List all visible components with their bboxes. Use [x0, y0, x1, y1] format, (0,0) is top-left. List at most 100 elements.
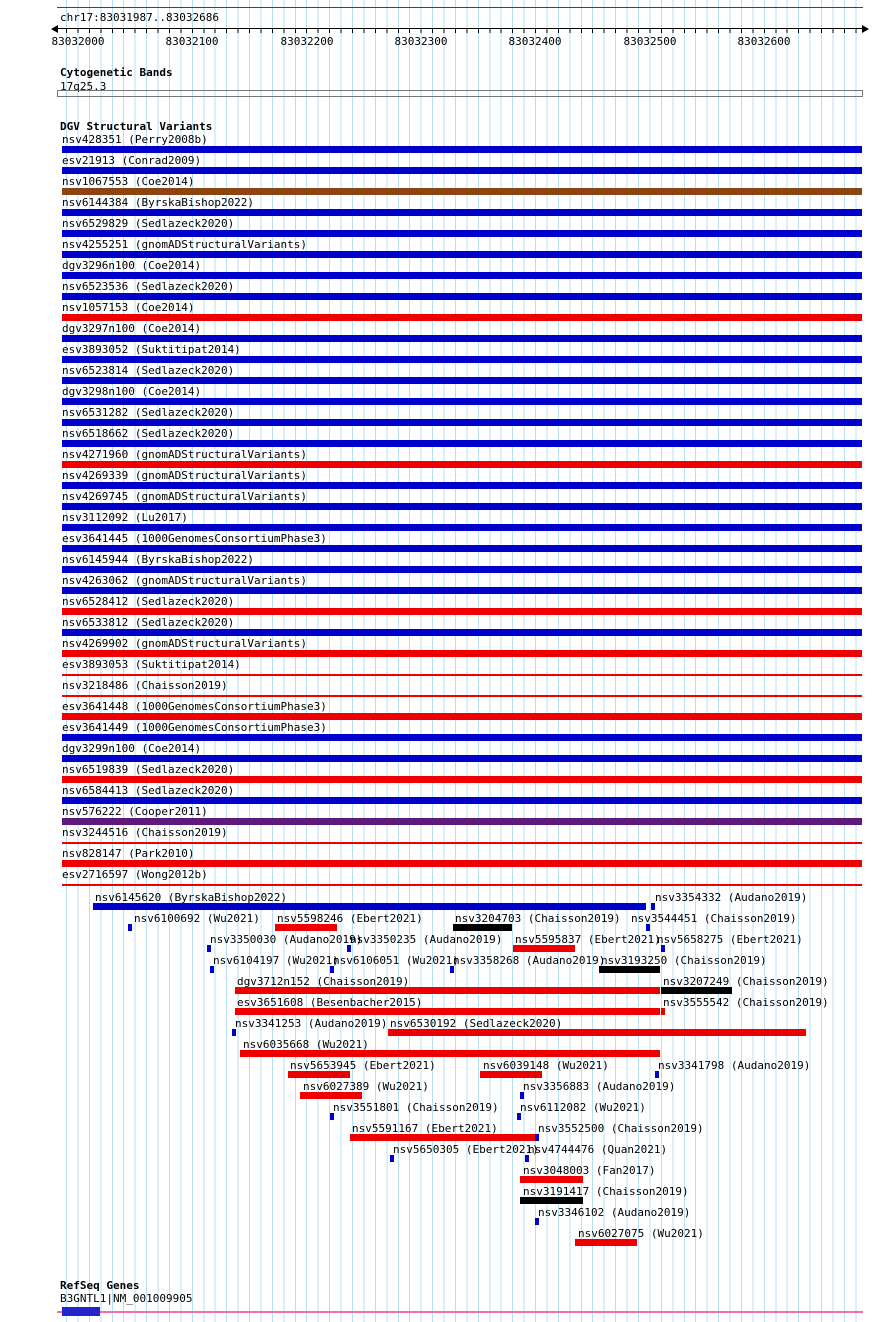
dgv-variant-label[interactable]: dgv3299n100 (Coe2014): [62, 742, 202, 755]
dgv-variant-label[interactable]: esv3641445 (1000GenomesConsortiumPhase3): [62, 532, 327, 545]
dgv-variant-label[interactable]: nsv6145620 (ByrskaBishop2022): [95, 891, 288, 904]
dgv-variant-bar[interactable]: [575, 1239, 637, 1246]
dgv-variant-label[interactable]: nsv5653945 (Ebert2021): [290, 1059, 436, 1072]
dgv-variant-label[interactable]: nsv6112082 (Wu2021): [520, 1101, 646, 1114]
dgv-variant-bar[interactable]: [62, 503, 862, 510]
dgv-variant-label[interactable]: nsv6518662 (Sedlazeck2020): [62, 427, 235, 440]
dgv-variant-bar[interactable]: [330, 966, 334, 973]
dgv-variant-label[interactable]: nsv3341798 (Audano2019): [658, 1059, 811, 1072]
dgv-variant-bar[interactable]: [347, 945, 351, 952]
dgv-variant-label[interactable]: nsv3346102 (Audano2019): [538, 1206, 691, 1219]
dgv-variant-bar[interactable]: [62, 608, 862, 615]
dgv-variant-bar[interactable]: [388, 1029, 806, 1036]
dgv-variant-bar[interactable]: [93, 903, 646, 910]
dgv-variant-label[interactable]: nsv4255251 (gnomADStructuralVariants): [62, 238, 308, 251]
dgv-variant-label[interactable]: esv3893052 (Suktitipat2014): [62, 343, 241, 356]
dgv-variant-bar[interactable]: [62, 146, 862, 153]
dgv-variant-label[interactable]: nsv3358268 (Audano2019): [453, 954, 606, 967]
dgv-variant-label[interactable]: nsv4269339 (gnomADStructuralVariants): [62, 469, 308, 482]
dgv-variant-bar[interactable]: [62, 842, 862, 844]
dgv-variant-label[interactable]: dgv3298n100 (Coe2014): [62, 385, 202, 398]
dgv-variant-bar[interactable]: [62, 272, 862, 279]
dgv-variant-bar[interactable]: [62, 398, 862, 405]
dgv-variant-label[interactable]: esv3651608 (Besenbacher2015): [237, 996, 423, 1009]
dgv-variant-bar[interactable]: [350, 1134, 536, 1141]
dgv-variant-label[interactable]: nsv1057153 (Coe2014): [62, 301, 195, 314]
dgv-variant-label[interactable]: esv3893053 (Suktitipat2014): [62, 658, 241, 671]
dgv-variant-label[interactable]: nsv3193250 (Chaisson2019): [601, 954, 767, 967]
dgv-variant-label[interactable]: nsv3356883 (Audano2019): [523, 1080, 676, 1093]
dgv-variant-bar[interactable]: [535, 1218, 539, 1225]
dgv-variant-bar[interactable]: [62, 797, 862, 804]
dgv-variant-label[interactable]: nsv6519839 (Sedlazeck2020): [62, 763, 235, 776]
dgv-variant-label[interactable]: nsv1067553 (Coe2014): [62, 175, 195, 188]
dgv-variant-label[interactable]: nsv6530192 (Sedlazeck2020): [390, 1017, 563, 1030]
dgv-variant-bar[interactable]: [450, 966, 454, 973]
dgv-variant-bar[interactable]: [599, 966, 660, 973]
dgv-variant-label[interactable]: nsv3112092 (Lu2017): [62, 511, 188, 524]
dgv-variant-label[interactable]: nsv3244516 (Chaisson2019): [62, 826, 228, 839]
dgv-variant-bar[interactable]: [62, 755, 862, 762]
dgv-variant-bar[interactable]: [520, 1176, 583, 1183]
dgv-variant-bar[interactable]: [520, 1092, 524, 1099]
ruler-left-arrow-icon[interactable]: [51, 25, 58, 33]
dgv-variant-label[interactable]: nsv6035668 (Wu2021): [243, 1038, 369, 1051]
dgv-variant-bar[interactable]: [207, 945, 211, 952]
dgv-variant-label[interactable]: esv2716597 (Wong2012b): [62, 868, 208, 881]
gene-name-label[interactable]: B3GNTL1|NM_001009905: [60, 1292, 193, 1305]
ruler-right-arrow-icon[interactable]: [862, 25, 869, 33]
dgv-variant-bar[interactable]: [62, 419, 862, 426]
dgv-variant-bar[interactable]: [62, 167, 862, 174]
dgv-variant-bar[interactable]: [525, 1155, 529, 1162]
dgv-variant-bar[interactable]: [62, 713, 862, 720]
dgv-variant-bar[interactable]: [520, 1197, 583, 1204]
dgv-variant-bar[interactable]: [62, 188, 862, 195]
dgv-variant-bar[interactable]: [62, 209, 862, 216]
dgv-variant-bar[interactable]: [62, 776, 862, 783]
dgv-variant-bar[interactable]: [62, 545, 862, 552]
dgv-variant-bar[interactable]: [453, 924, 512, 931]
cytoband-box[interactable]: [57, 90, 863, 97]
dgv-variant-bar[interactable]: [62, 461, 862, 468]
dgv-variant-bar[interactable]: [62, 587, 862, 594]
dgv-variant-bar[interactable]: [128, 924, 132, 931]
dgv-variant-bar[interactable]: [62, 356, 862, 363]
dgv-variant-bar[interactable]: [62, 524, 862, 531]
dgv-variant-label[interactable]: nsv3207249 (Chaisson2019): [663, 975, 829, 988]
dgv-variant-label[interactable]: nsv3218486 (Chaisson2019): [62, 679, 228, 692]
dgv-variant-bar[interactable]: [330, 1113, 334, 1120]
dgv-variant-bar[interactable]: [62, 818, 862, 825]
dgv-variant-label[interactable]: nsv5591167 (Ebert2021): [352, 1122, 498, 1135]
dgv-variant-bar[interactable]: [62, 629, 862, 636]
dgv-variant-bar[interactable]: [62, 335, 862, 342]
dgv-variant-label[interactable]: nsv6106051 (Wu2021): [333, 954, 459, 967]
dgv-variant-label[interactable]: esv21913 (Conrad2009): [62, 154, 202, 167]
dgv-variant-label[interactable]: esv3641449 (1000GenomesConsortiumPhase3): [62, 721, 327, 734]
cytoband-label[interactable]: 17q25.3: [60, 80, 107, 93]
dgv-variant-label[interactable]: nsv3048003 (Fan2017): [523, 1164, 656, 1177]
dgv-variant-bar[interactable]: [535, 1134, 539, 1141]
dgv-variant-bar[interactable]: [62, 884, 862, 886]
dgv-variant-bar[interactable]: [62, 377, 862, 384]
dgv-variant-bar[interactable]: [240, 1050, 660, 1057]
dgv-variant-bar[interactable]: [62, 251, 862, 258]
dgv-variant-label[interactable]: nsv3350030 (Audano2019): [210, 933, 363, 946]
dgv-variant-label[interactable]: nsv5598246 (Ebert2021): [277, 912, 423, 925]
dgv-variant-label[interactable]: nsv828147 (Park2010): [62, 847, 195, 860]
dgv-variant-bar[interactable]: [288, 1071, 350, 1078]
dgv-variant-label[interactable]: nsv3350235 (Audano2019): [350, 933, 503, 946]
dgv-variant-bar[interactable]: [646, 924, 650, 931]
dgv-variant-label[interactable]: nsv3354332 (Audano2019): [655, 891, 808, 904]
dgv-variant-label[interactable]: nsv5650305 (Ebert2021): [393, 1143, 539, 1156]
dgv-variant-label[interactable]: nsv3544451 (Chaisson2019): [631, 912, 797, 925]
dgv-variant-bar[interactable]: [232, 1029, 236, 1036]
dgv-variant-bar[interactable]: [661, 1008, 665, 1015]
dgv-variant-label[interactable]: nsv6529829 (Sedlazeck2020): [62, 217, 235, 230]
dgv-variant-label[interactable]: esv3641448 (1000GenomesConsortiumPhase3): [62, 700, 327, 713]
dgv-variant-label[interactable]: nsv4744476 (Quan2021): [528, 1143, 668, 1156]
dgv-variant-label[interactable]: nsv6531282 (Sedlazeck2020): [62, 406, 235, 419]
dgv-variant-label[interactable]: nsv6039148 (Wu2021): [483, 1059, 609, 1072]
dgv-variant-bar[interactable]: [275, 924, 337, 931]
dgv-variant-bar[interactable]: [651, 903, 655, 910]
dgv-variant-bar[interactable]: [210, 966, 214, 973]
